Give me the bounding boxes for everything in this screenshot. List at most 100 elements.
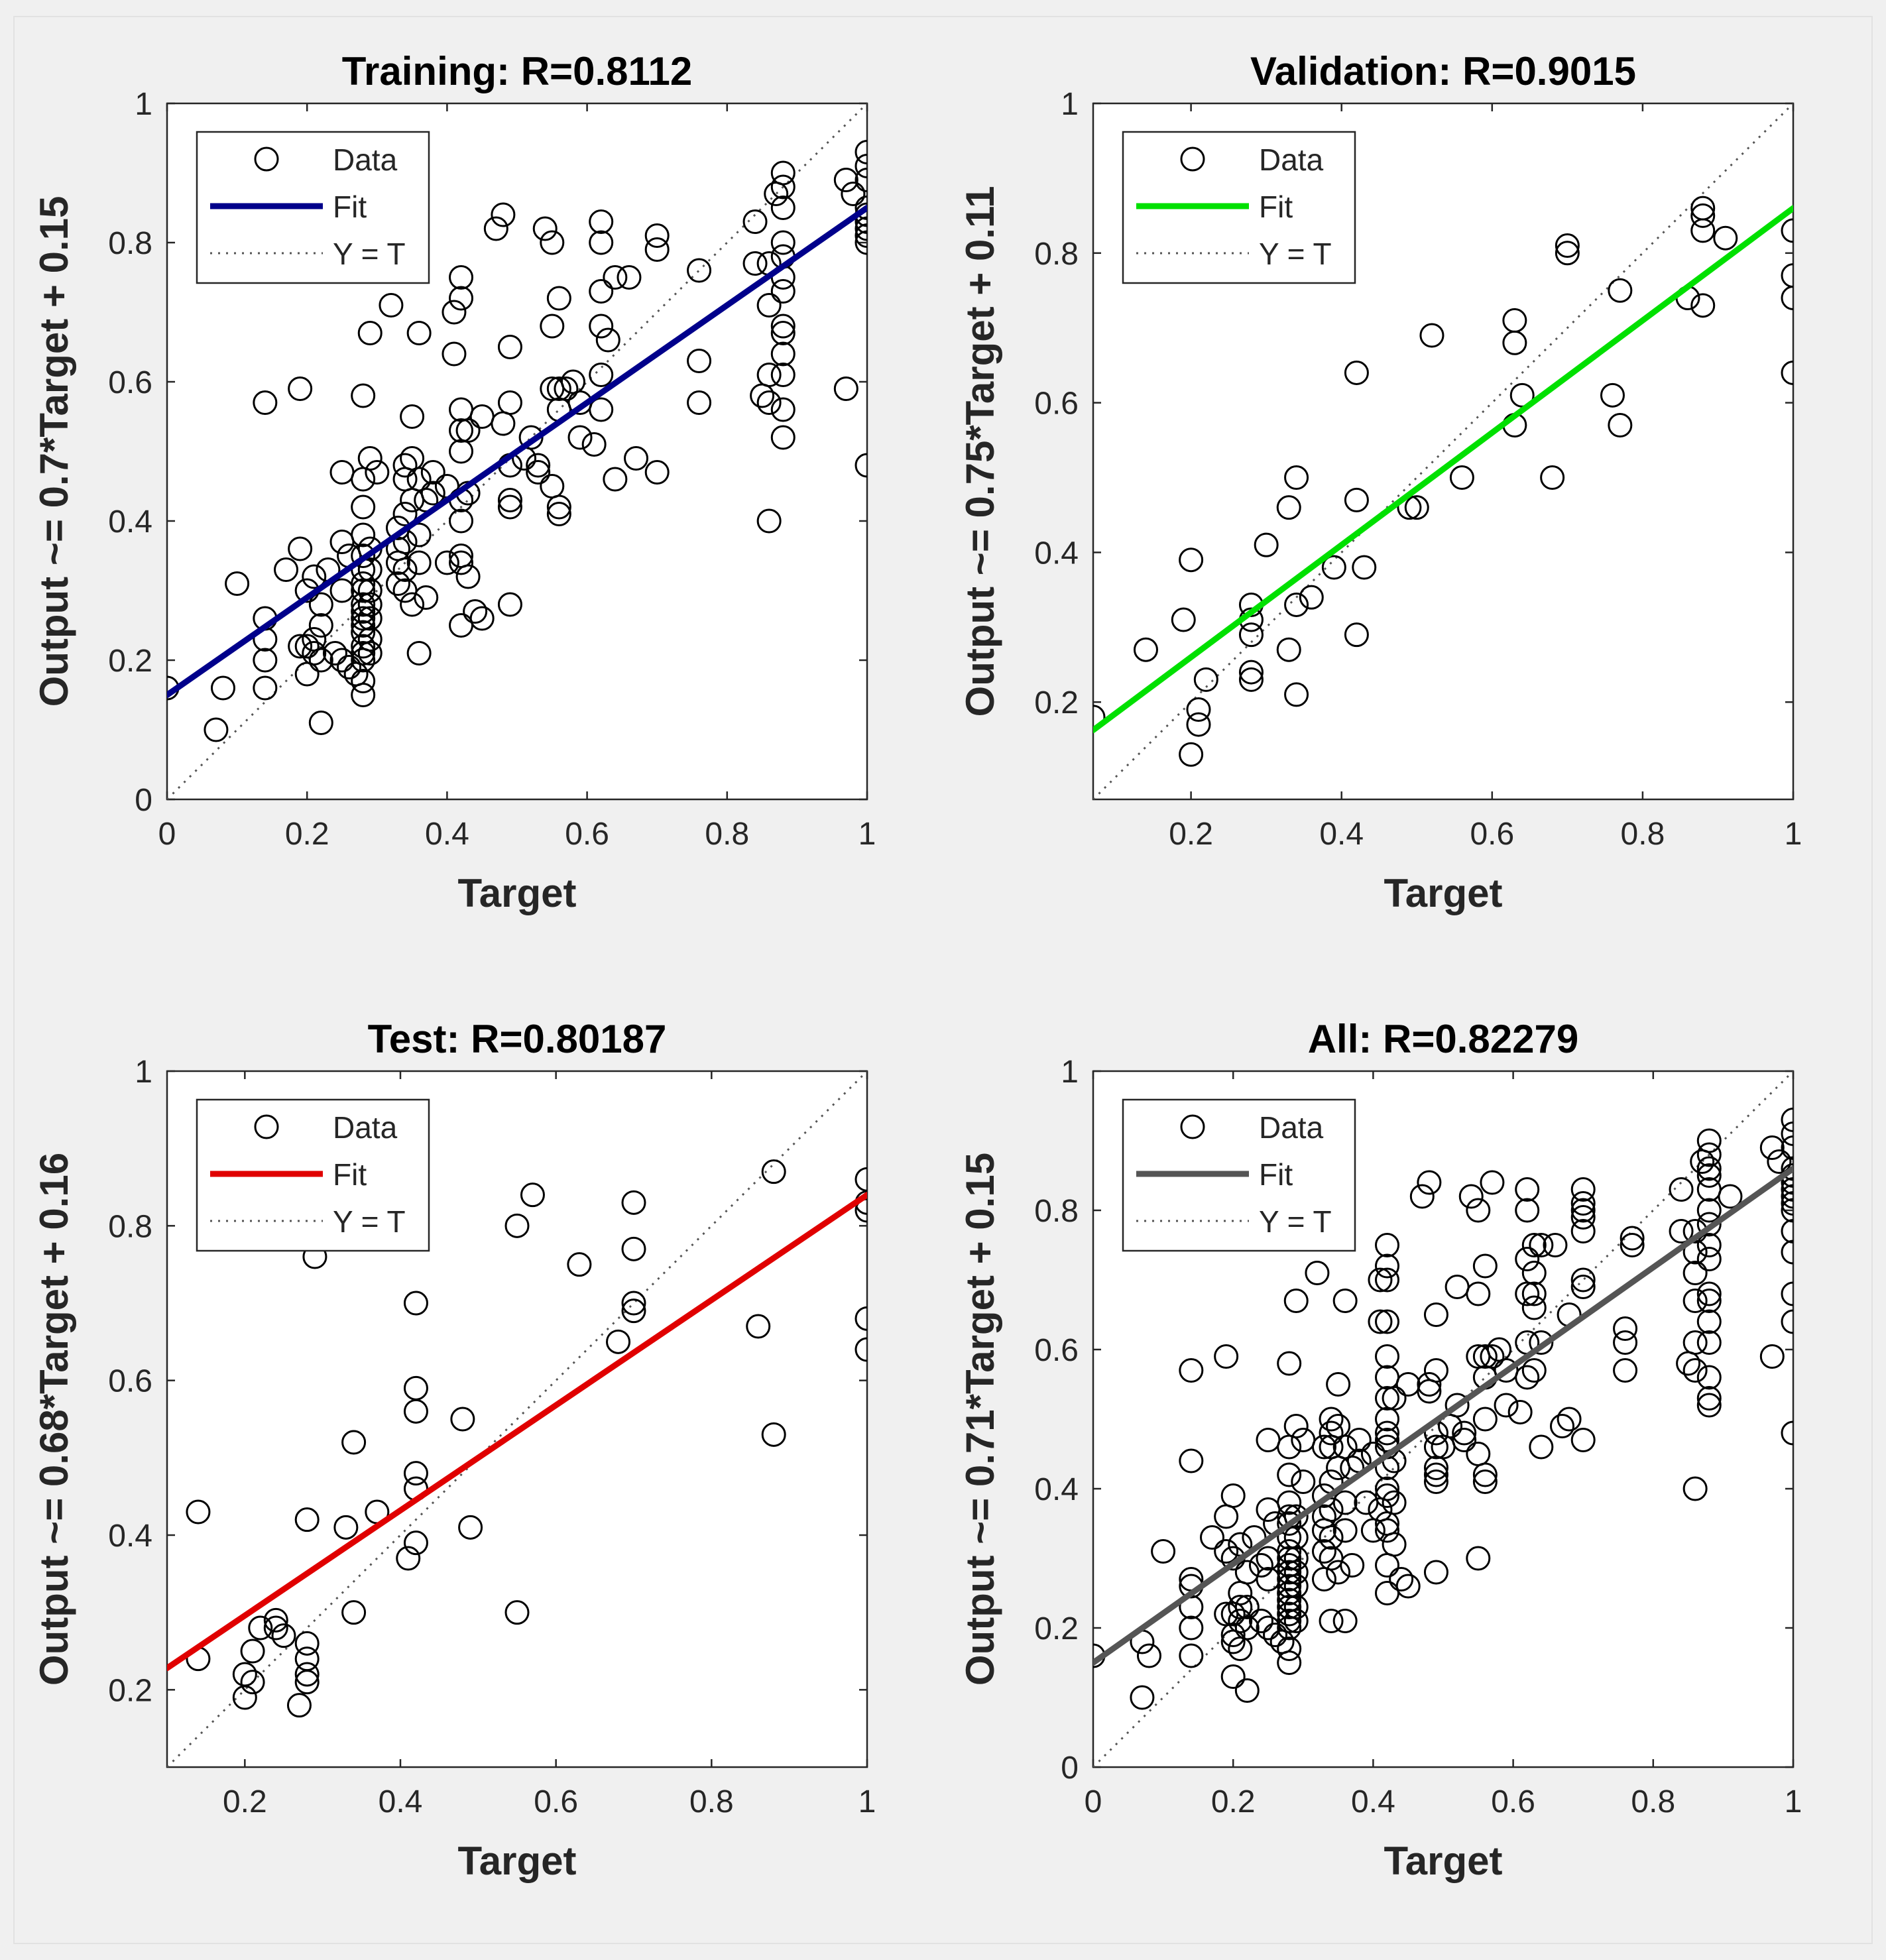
validation-title: Validation: R=0.9015 — [1250, 49, 1636, 93]
test-xtick-label: 0.6 — [534, 1784, 578, 1819]
training-data-point — [554, 376, 579, 401]
training-data-point — [351, 669, 376, 693]
training-data-point — [288, 376, 313, 401]
all-data-layer — [1093, 1071, 1793, 1767]
all-data-point — [1682, 1330, 1708, 1355]
validation-legend-label: Fit — [1259, 190, 1293, 224]
validation-data-point — [1284, 592, 1309, 617]
all-data-point — [1375, 1344, 1400, 1369]
training-data-point — [644, 223, 670, 248]
all-data-point — [1570, 1275, 1596, 1299]
training-title: Training: R=0.8112 — [342, 49, 693, 93]
all-data-point — [1781, 1108, 1793, 1132]
all-data-point — [1375, 1518, 1400, 1543]
all-data-point — [1781, 1135, 1793, 1160]
regression-plots-svg: 0 0.2 0.4 0.6 0.8 1 0 0.2 0.4 0.6 0.8 1 Training: R=… — [32, 49, 1802, 1883]
training-ylabel: Output ~= 0.7*Target + 0.15 — [32, 196, 76, 707]
test-data-point — [271, 1623, 296, 1648]
all-data-point — [1423, 1434, 1448, 1460]
all-data-point — [1214, 1344, 1239, 1369]
all-data-point — [1263, 1623, 1288, 1647]
all-data-point — [1375, 1253, 1400, 1279]
validation-xtick-label: 0.4 — [1319, 817, 1364, 852]
all-data-point — [1340, 1553, 1365, 1578]
training-data-point — [337, 655, 362, 679]
training-data-point — [589, 230, 614, 255]
training-data-point — [603, 265, 628, 290]
all-data-point — [1557, 1407, 1582, 1432]
training-data-point — [351, 494, 376, 520]
all-xtick-label: 1 — [1785, 1784, 1802, 1819]
all-data-point — [1696, 1233, 1722, 1257]
test-legend: Data Fit Y = T — [196, 1098, 430, 1252]
all-data-point — [1452, 1420, 1477, 1446]
all-data-point — [1781, 1309, 1793, 1334]
test-data-point — [746, 1314, 771, 1339]
all-xtick-label: 0.2 — [1211, 1784, 1256, 1819]
all-fit-line — [1093, 1165, 1793, 1666]
training-data-point — [392, 557, 418, 582]
all-data-point — [1332, 1609, 1358, 1633]
training-chart: 0 0.2 0.4 0.6 0.8 1 0 0.2 0.4 0.6 0.8 1 Training: R=… — [32, 49, 876, 915]
training-data-point — [449, 550, 474, 575]
validation-data-point — [1781, 286, 1793, 311]
all-data-point — [1570, 1198, 1596, 1223]
all-data-point — [1759, 1135, 1785, 1160]
validation-data-point — [1276, 637, 1301, 662]
all-data-point — [1409, 1184, 1435, 1209]
all-data-point — [1521, 1281, 1547, 1306]
validation-xlabel: Target — [1384, 871, 1503, 915]
validation-legend-label: Y = T — [1259, 237, 1332, 271]
training-data-point — [540, 314, 565, 339]
validation-data-point — [1321, 555, 1346, 580]
training-data-point — [204, 717, 229, 742]
training-data-point — [351, 683, 376, 707]
test-ytick-label: 0.8 — [108, 1209, 152, 1244]
test-y-equals-t-line — [167, 1071, 867, 1767]
training-data-point — [357, 321, 383, 345]
training-data-point — [357, 446, 383, 471]
all-data-point — [1521, 1295, 1547, 1320]
all-data-point — [1521, 1261, 1547, 1285]
validation-data-point — [1254, 532, 1279, 557]
training-xtick-label: 1 — [858, 817, 876, 852]
training-data-point — [855, 453, 867, 478]
all-xtick-label: 0.4 — [1351, 1784, 1395, 1819]
all-data-point — [1696, 1212, 1722, 1237]
validation-data-point — [1344, 487, 1369, 512]
test-data-point — [403, 1461, 428, 1486]
all-data-point — [1696, 1247, 1722, 1271]
all-data-point — [1423, 1302, 1448, 1327]
validation-legend-data-marker — [1180, 146, 1205, 172]
training-data-point — [357, 592, 383, 617]
training-legend-label: Y = T — [333, 237, 406, 271]
training-data-point — [546, 376, 571, 401]
test-data-point — [263, 1607, 288, 1633]
all-data-point — [1529, 1434, 1554, 1460]
training-ytick-label: 0.2 — [108, 644, 152, 679]
test-ytick-label: 0.2 — [108, 1673, 152, 1708]
training-data-point — [302, 641, 327, 665]
all-data-point — [1179, 1643, 1204, 1668]
all-data-point — [1277, 1462, 1302, 1487]
training-data-point — [756, 293, 782, 317]
all-ytick-label: 1 — [1061, 1055, 1079, 1090]
training-data-point — [756, 390, 782, 415]
all-data-point — [1781, 1170, 1793, 1195]
test-data-layer — [167, 1071, 867, 1767]
all-data-point — [1423, 1470, 1448, 1494]
all-data-point — [1458, 1184, 1484, 1209]
all-data-point — [1682, 1289, 1708, 1313]
all-data-point — [1494, 1393, 1519, 1418]
training-data-point — [770, 397, 796, 422]
all-data-point — [1179, 1358, 1204, 1383]
training-data-point — [420, 460, 445, 485]
all-data-point — [1570, 1267, 1596, 1293]
all-data-point — [1550, 1414, 1575, 1438]
training-data-point — [589, 209, 614, 234]
training-data-point — [770, 230, 796, 255]
training-data-point — [434, 550, 459, 575]
all-xtick-label: 0.8 — [1631, 1784, 1675, 1819]
all-data-point — [1543, 1233, 1568, 1257]
training-data-point — [351, 592, 376, 617]
